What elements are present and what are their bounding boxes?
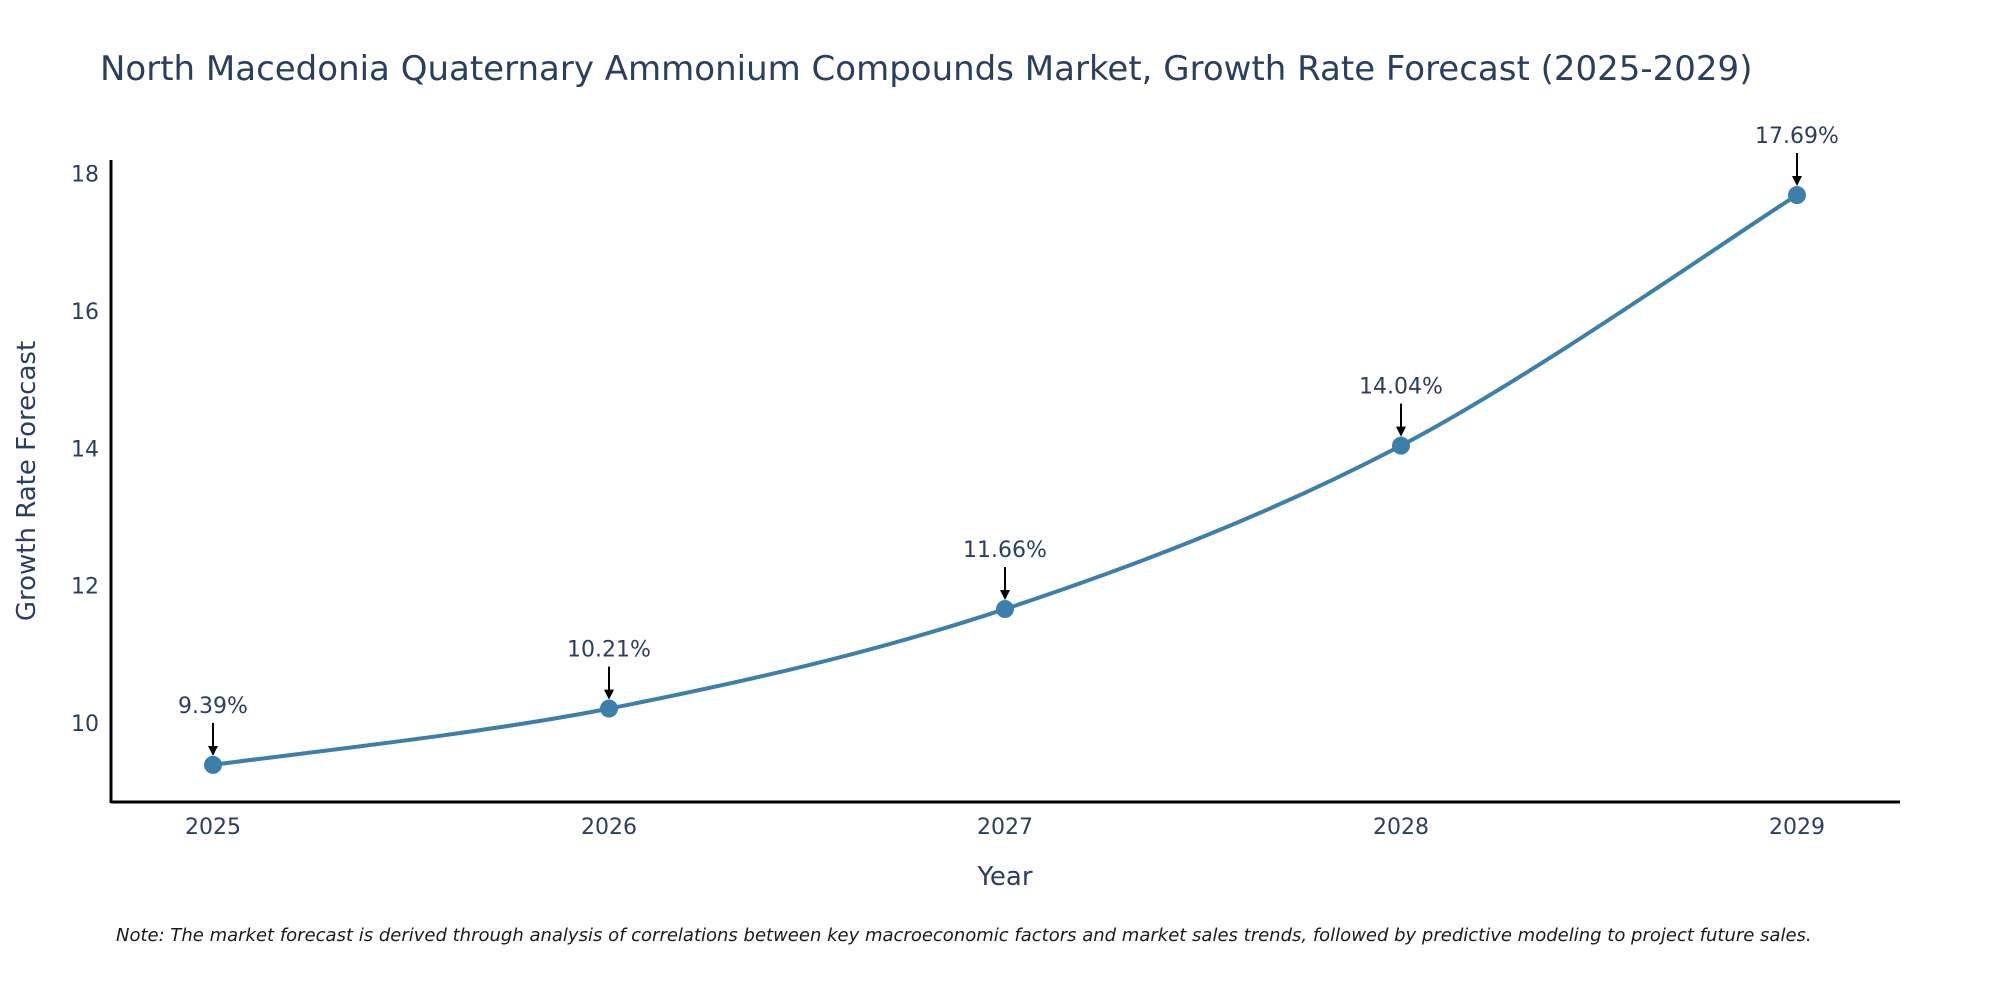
data-markers: [204, 186, 1806, 774]
y-axis-title: Growth Rate Forecast: [12, 341, 42, 621]
footnote: Note: The market forecast is derived thr…: [116, 925, 1812, 946]
x-tick-label: 2027: [977, 815, 1033, 840]
y-axis-ticks: 10 12 14 16 18: [71, 163, 99, 737]
x-axis-title: Year: [976, 862, 1032, 892]
y-tick-label: 10: [71, 712, 99, 737]
plot-area: 9.39% 10.21% 11.66% 14.04% 17.69%: [178, 124, 1839, 774]
x-tick-label: 2026: [581, 815, 637, 840]
data-point-marker: [204, 755, 222, 774]
data-label: 14.04%: [1359, 375, 1443, 400]
data-label: 17.69%: [1755, 124, 1839, 149]
x-tick-label: 2029: [1769, 815, 1825, 840]
series-line: [211, 193, 1799, 767]
data-label: 11.66%: [963, 538, 1047, 563]
data-annotations: 9.39% 10.21% 11.66% 14.04% 17.69%: [178, 124, 1839, 756]
data-label: 9.39%: [178, 694, 248, 719]
data-point-marker: [996, 600, 1014, 619]
data-point-marker: [1788, 186, 1806, 205]
chart-title: North Macedonia Quaternary Ammonium Comp…: [100, 49, 1752, 89]
x-tick-label: 2025: [185, 815, 241, 840]
data-label: 10.21%: [567, 638, 651, 663]
y-tick-label: 16: [71, 300, 99, 325]
x-tick-label: 2028: [1373, 815, 1429, 840]
data-point-marker: [1392, 436, 1410, 455]
y-tick-label: 14: [71, 437, 99, 462]
data-point-marker: [600, 699, 618, 718]
x-axis-ticks: 2025 2026 2027 2028 2029: [185, 815, 1825, 840]
y-tick-label: 18: [71, 163, 99, 188]
y-tick-label: 12: [71, 575, 99, 600]
